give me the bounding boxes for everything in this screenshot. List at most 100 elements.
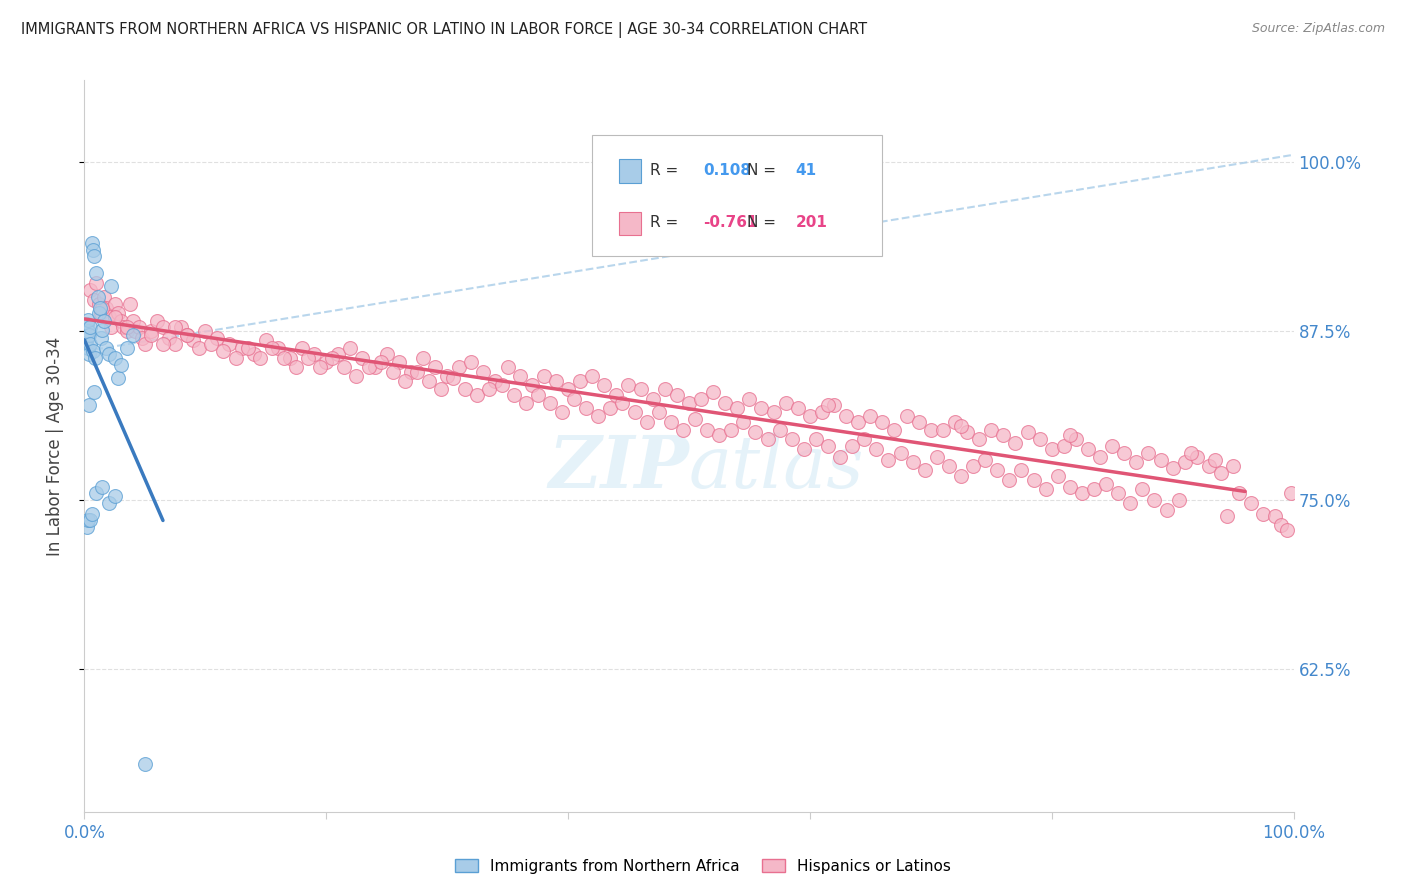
Point xyxy=(617,378,640,392)
Point xyxy=(449,360,471,375)
Point xyxy=(370,355,392,369)
Text: 201: 201 xyxy=(796,215,827,230)
Point xyxy=(77,342,100,356)
Point xyxy=(1277,523,1299,537)
Point xyxy=(1149,452,1171,467)
Point xyxy=(333,360,356,375)
Point xyxy=(170,319,193,334)
Point xyxy=(1114,446,1136,460)
Point xyxy=(83,293,105,307)
Point xyxy=(357,360,380,375)
Point xyxy=(254,334,277,348)
Point xyxy=(91,480,114,494)
Point xyxy=(1077,442,1099,456)
Point xyxy=(97,347,120,361)
Point xyxy=(702,384,724,399)
Point xyxy=(551,405,574,419)
Point xyxy=(967,432,990,446)
Point xyxy=(780,432,803,446)
Point xyxy=(1101,439,1123,453)
Point xyxy=(97,496,120,510)
FancyBboxPatch shape xyxy=(619,212,641,235)
Point xyxy=(194,324,217,338)
Point xyxy=(104,297,127,311)
FancyBboxPatch shape xyxy=(592,136,883,256)
Point xyxy=(76,317,98,331)
Point xyxy=(76,520,98,534)
Point xyxy=(236,342,259,356)
Point xyxy=(1046,468,1069,483)
Point xyxy=(1022,473,1045,487)
Point xyxy=(430,382,453,396)
Point xyxy=(77,324,100,338)
Point xyxy=(835,409,858,424)
Point xyxy=(128,319,150,334)
Point xyxy=(1010,463,1032,477)
Point xyxy=(890,446,912,460)
Point xyxy=(249,351,271,365)
Point xyxy=(659,415,682,429)
Point xyxy=(509,368,531,383)
Point xyxy=(363,360,385,375)
Point xyxy=(1185,450,1208,464)
Point xyxy=(623,405,645,419)
Point xyxy=(79,319,101,334)
Point xyxy=(86,290,108,304)
Point xyxy=(768,423,790,437)
Point xyxy=(231,342,253,356)
Text: N =: N = xyxy=(747,215,780,230)
Point xyxy=(901,455,924,469)
Point xyxy=(557,382,579,396)
Point xyxy=(176,327,198,342)
Point xyxy=(683,412,706,426)
Point xyxy=(91,322,114,336)
Point xyxy=(93,314,115,328)
Point xyxy=(163,319,186,334)
Point xyxy=(665,387,688,401)
Point xyxy=(152,319,174,334)
Point xyxy=(212,344,235,359)
Point xyxy=(1161,460,1184,475)
Point xyxy=(1053,439,1076,453)
Point xyxy=(1137,446,1160,460)
Point xyxy=(86,486,108,500)
Point xyxy=(720,423,742,437)
Point xyxy=(80,235,103,250)
Point xyxy=(107,306,129,320)
Point xyxy=(575,401,598,415)
Text: N =: N = xyxy=(747,162,780,178)
Point xyxy=(896,409,918,424)
Point xyxy=(388,355,411,369)
Point xyxy=(100,319,122,334)
Point xyxy=(883,423,905,437)
Point xyxy=(1064,432,1087,446)
Point xyxy=(1216,509,1239,524)
Point xyxy=(381,364,404,378)
Point xyxy=(872,415,894,429)
Point xyxy=(87,306,110,320)
Text: Source: ZipAtlas.com: Source: ZipAtlas.com xyxy=(1251,22,1385,36)
Text: ZIP: ZIP xyxy=(548,433,689,503)
Point xyxy=(1071,486,1094,500)
Point xyxy=(454,382,477,396)
Point xyxy=(612,395,634,409)
Point xyxy=(974,452,997,467)
Point xyxy=(84,351,107,365)
Point xyxy=(321,351,343,365)
Point xyxy=(733,415,755,429)
Point xyxy=(520,378,543,392)
Point xyxy=(79,514,101,528)
Point xyxy=(1251,507,1274,521)
Point xyxy=(104,489,127,503)
Point xyxy=(756,432,779,446)
Point xyxy=(1198,459,1220,474)
Point xyxy=(104,310,127,325)
Point xyxy=(110,358,132,372)
Point xyxy=(846,415,869,429)
Point xyxy=(207,331,229,345)
Point xyxy=(1107,486,1129,500)
Point xyxy=(267,342,290,356)
Point xyxy=(630,382,652,396)
Point xyxy=(399,364,422,378)
Point xyxy=(181,334,204,348)
